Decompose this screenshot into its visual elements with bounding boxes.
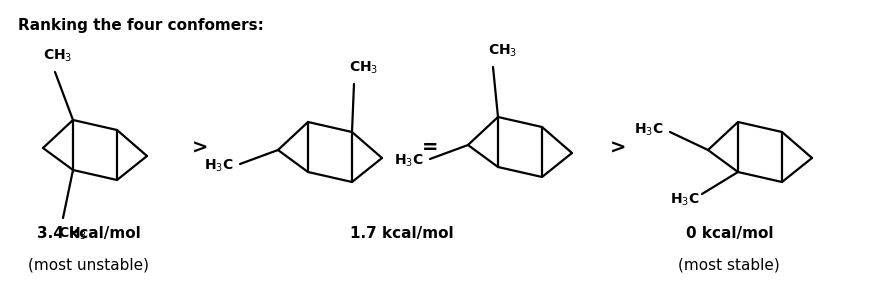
Text: 3.4 kcal/mol: 3.4 kcal/mol	[36, 226, 141, 241]
Text: (most stable): (most stable)	[678, 258, 781, 273]
Text: H$_3$C: H$_3$C	[394, 153, 423, 169]
Text: CH$_3$: CH$_3$	[349, 60, 378, 76]
Text: =: =	[422, 139, 438, 157]
Text: CH$_3$: CH$_3$	[58, 226, 88, 242]
Text: >: >	[610, 139, 626, 157]
Text: H$_3$C: H$_3$C	[634, 122, 664, 138]
Text: Ranking the four confomers:: Ranking the four confomers:	[18, 18, 264, 33]
Text: >: >	[192, 139, 209, 157]
Text: CH$_3$: CH$_3$	[488, 43, 517, 59]
Text: 0 kcal/mol: 0 kcal/mol	[686, 226, 773, 241]
Text: H$_3$C: H$_3$C	[204, 158, 233, 174]
Text: CH$_3$: CH$_3$	[43, 48, 72, 64]
Text: H$_3$C: H$_3$C	[670, 192, 700, 208]
Text: 1.7 kcal/mol: 1.7 kcal/mol	[350, 226, 454, 241]
Text: (most unstable): (most unstable)	[28, 258, 149, 273]
